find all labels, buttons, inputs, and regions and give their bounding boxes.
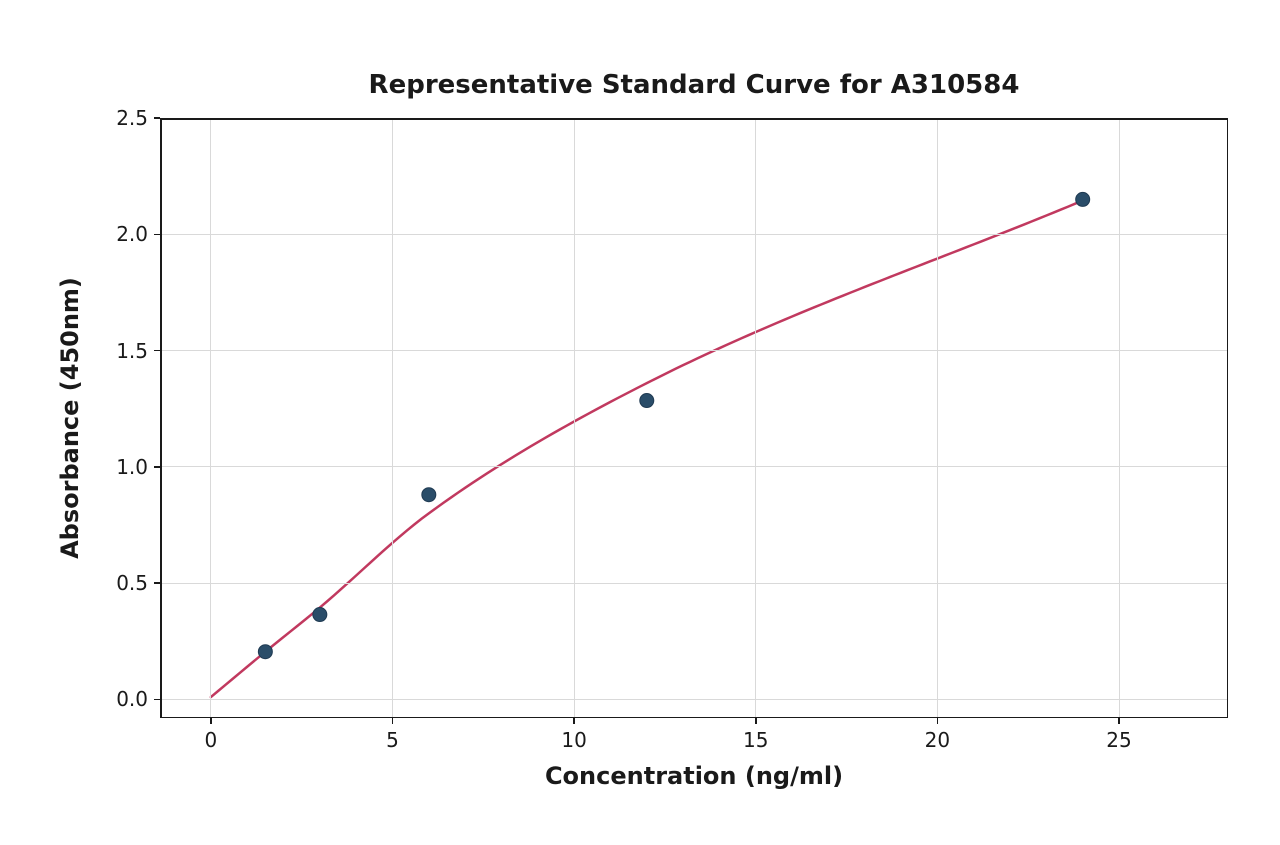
- y-axis-label: Absorbance (450nm): [56, 277, 84, 559]
- grid-line-vertical: [937, 118, 938, 718]
- data-point: [258, 645, 272, 659]
- y-tick-label: 0.5: [116, 571, 148, 595]
- x-tick-label: 15: [743, 728, 768, 752]
- spine-left: [160, 118, 162, 718]
- spine-top: [160, 118, 1228, 120]
- y-tick-label: 1.0: [116, 455, 148, 479]
- grid-line-vertical: [210, 118, 211, 718]
- data-point: [313, 608, 327, 622]
- grid-line-vertical: [574, 118, 575, 718]
- spine-bottom: [160, 717, 1228, 719]
- x-axis-label: Concentration (ng/ml): [545, 762, 843, 790]
- x-tick: [937, 718, 939, 724]
- x-tick: [392, 718, 394, 724]
- x-tick: [755, 718, 757, 724]
- spine-right: [1227, 118, 1229, 718]
- x-tick-label: 5: [386, 728, 399, 752]
- grid-line-horizontal: [160, 350, 1228, 351]
- grid-line-horizontal: [160, 699, 1228, 700]
- grid-line-horizontal: [160, 234, 1228, 235]
- fitted-curve: [211, 201, 1083, 698]
- grid-line-horizontal: [160, 583, 1228, 584]
- x-tick: [210, 718, 212, 724]
- figure: Representative Standard Curve for A31058…: [0, 0, 1280, 845]
- x-tick-label: 10: [561, 728, 586, 752]
- chart-svg: [0, 0, 1280, 845]
- data-point: [1076, 192, 1090, 206]
- chart-title: Representative Standard Curve for A31058…: [369, 70, 1020, 100]
- y-tick-label: 0.0: [116, 687, 148, 711]
- y-tick-label: 1.5: [116, 339, 148, 363]
- data-point: [640, 394, 654, 408]
- data-point: [422, 488, 436, 502]
- grid-line-vertical: [1119, 118, 1120, 718]
- grid-line-vertical: [755, 118, 756, 718]
- grid-line-vertical: [392, 118, 393, 718]
- x-tick: [573, 718, 575, 724]
- y-tick-label: 2.5: [116, 106, 148, 130]
- x-tick-label: 25: [1106, 728, 1131, 752]
- x-tick-label: 20: [925, 728, 950, 752]
- y-tick-label: 2.0: [116, 222, 148, 246]
- x-tick-label: 0: [204, 728, 217, 752]
- grid-line-horizontal: [160, 466, 1228, 467]
- x-tick: [1118, 718, 1120, 724]
